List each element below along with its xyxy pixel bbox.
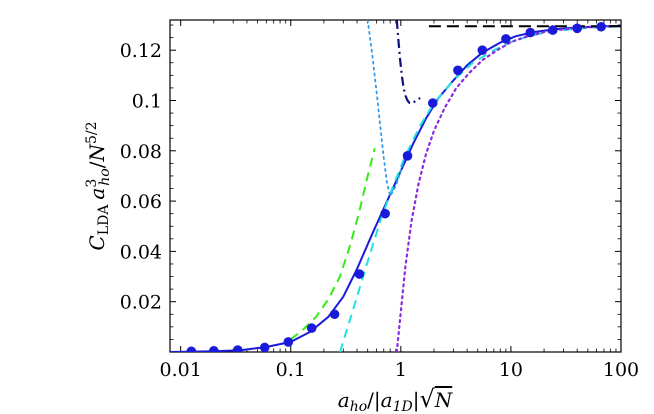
x-label-ho: ho bbox=[350, 399, 367, 414]
series-3-dotted-line bbox=[395, 25, 612, 352]
series-7-point-11 bbox=[453, 65, 463, 76]
y-label-a: a bbox=[85, 188, 109, 200]
y-tick-label: 0.08 bbox=[120, 141, 162, 163]
series-7-point-17 bbox=[596, 21, 606, 32]
y-label-lda: LDA bbox=[96, 204, 112, 236]
series-1-dashed-line bbox=[339, 25, 621, 352]
series-0-solid-line bbox=[170, 25, 621, 352]
y-label-ho: ho bbox=[97, 168, 113, 185]
series-7-point-16 bbox=[572, 23, 582, 34]
series-7-point-7 bbox=[354, 269, 365, 279]
series-7-point-5 bbox=[306, 323, 317, 333]
series-7-point-3 bbox=[259, 342, 270, 352]
y-label-slash: / bbox=[85, 161, 109, 168]
series-4-dotted-line bbox=[366, 20, 407, 198]
series-7-point-8 bbox=[380, 208, 390, 219]
x-label-radical: √ bbox=[419, 385, 435, 413]
x-axis-label: aho/|a1D|√N bbox=[338, 385, 454, 414]
series-7-point-13 bbox=[501, 34, 511, 44]
y-tick-label: 0.12 bbox=[120, 40, 162, 62]
x-tick-label: 10 bbox=[499, 359, 523, 381]
x-label-slash: /| bbox=[367, 388, 380, 413]
x-label-n: N bbox=[434, 388, 454, 412]
y-label-exp3: 3 bbox=[84, 179, 100, 188]
y-axis-label: CLDA a3ho/N5/2 bbox=[84, 121, 113, 250]
x-tick-label: 100 bbox=[603, 359, 639, 381]
series-7-point-4 bbox=[283, 337, 294, 347]
series-7-point-1 bbox=[209, 345, 219, 352]
x-label-bar: | bbox=[413, 388, 420, 413]
axis-ticks: 0.01 0.1 1 10 100 0.02 0.04 0.06 0.08 0.1 0.12 bbox=[120, 20, 639, 381]
x-tick-label: 0.01 bbox=[160, 359, 202, 381]
plot-frame bbox=[169, 19, 622, 353]
series-2-dashed-line bbox=[290, 148, 376, 341]
y-tick-label: 0.02 bbox=[120, 292, 162, 314]
series-7-point-15 bbox=[547, 25, 558, 35]
x-tick-label: 1 bbox=[395, 359, 407, 381]
series-7-point-12 bbox=[477, 45, 488, 55]
y-label-c: C bbox=[85, 235, 109, 250]
x-label-a: a bbox=[338, 388, 350, 412]
series-layer bbox=[170, 20, 621, 352]
series-7-point-14 bbox=[525, 27, 536, 38]
series-7-point-6 bbox=[329, 309, 340, 320]
y-tick-label: 0.1 bbox=[132, 90, 162, 112]
y-tick-label: 0.06 bbox=[120, 191, 162, 213]
series-5-dashdot-line bbox=[395, 20, 421, 105]
x-label-a1d: a bbox=[381, 388, 393, 412]
series-7-point-0 bbox=[186, 346, 197, 352]
series-7-point-2 bbox=[232, 345, 243, 352]
y-tick-label: 0.04 bbox=[120, 241, 162, 263]
y-label-exp: 5/2 bbox=[84, 121, 100, 144]
x-tick-label: 0.1 bbox=[276, 359, 306, 381]
series-7-point-9 bbox=[402, 151, 413, 161]
series-7-point-10 bbox=[427, 98, 438, 108]
y-label-n: N bbox=[85, 143, 109, 163]
x-label-sub1d: 1D bbox=[393, 399, 413, 414]
